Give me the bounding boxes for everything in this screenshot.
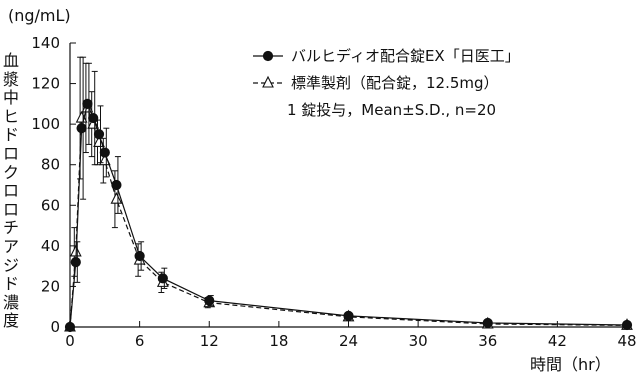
data-point-circle xyxy=(157,273,168,284)
data-point-circle xyxy=(134,250,145,262)
data-point-circle xyxy=(262,50,274,62)
data-point-circle xyxy=(64,321,76,333)
data-point-circle xyxy=(70,256,81,268)
y-tick-label: 40 xyxy=(41,237,60,255)
data-point-triangle xyxy=(110,191,123,204)
x-tick-label: 0 xyxy=(65,332,75,350)
y-tick-label: 60 xyxy=(41,196,60,214)
y-tick-label: 20 xyxy=(41,277,60,295)
x-tick-label: 12 xyxy=(200,332,219,350)
data-point-circle xyxy=(204,295,215,306)
ticks: 0 20 40 60 80 100 120 140 0 6 12 18 24 30 36 42 48 xyxy=(31,34,636,350)
x-tick-label: 24 xyxy=(339,332,358,350)
series-line xyxy=(69,101,628,328)
y-tick-label: 100 xyxy=(31,115,60,133)
data-point-circle xyxy=(99,147,110,158)
data-point-circle xyxy=(88,112,99,124)
data-point-circle xyxy=(111,179,122,191)
series-line xyxy=(69,106,628,328)
x-tick-label: 6 xyxy=(135,332,145,350)
x-tick-label: 42 xyxy=(548,332,567,350)
data-point-circle xyxy=(76,123,87,134)
legend: バルヒディオ配合錠EX「日医工」標準製剤（配合錠，12.5mg） 1 錠投与，Me… xyxy=(253,47,520,119)
data-point-triangle xyxy=(262,75,274,88)
data-point-circle xyxy=(82,98,93,109)
x-tick-label: 48 xyxy=(617,332,636,350)
x-tick-label: 36 xyxy=(478,332,497,350)
data-point-circle xyxy=(343,310,354,321)
data-point-circle xyxy=(93,129,105,140)
data-point-circle xyxy=(621,319,633,331)
legend-label: 標準製剤（配合錠，12.5mg） xyxy=(291,74,499,92)
y-axis-label: 血漿中ヒドロクロロチアジド濃度 xyxy=(2,51,19,331)
x-axis-label: 時間（hr） xyxy=(530,355,611,374)
series-test xyxy=(64,56,633,333)
y-tick-label: 120 xyxy=(31,75,60,93)
y-tick-label: 80 xyxy=(41,156,60,174)
data-point-circle xyxy=(482,317,493,329)
x-tick-label: 18 xyxy=(269,332,288,350)
x-tick-label: 30 xyxy=(409,332,428,350)
series-reference xyxy=(64,56,633,332)
y-tick-label: 0 xyxy=(50,318,60,336)
legend-label: バルヒディオ配合錠EX「日医工」 xyxy=(291,47,520,65)
plot-area xyxy=(64,56,633,333)
legend-note: 1 錠投与，Mean±S.D., n=20 xyxy=(287,101,496,119)
y-axis-unit: (ng/mL) xyxy=(8,6,71,25)
y-tick-label: 140 xyxy=(31,34,60,52)
